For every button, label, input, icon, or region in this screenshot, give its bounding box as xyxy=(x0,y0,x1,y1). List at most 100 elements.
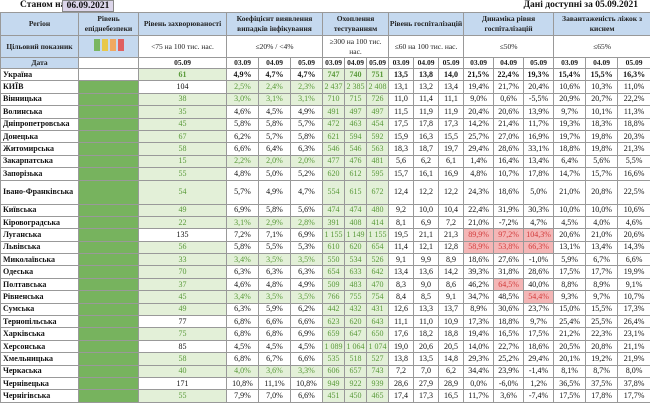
oxygen-beds-value: 18,3% xyxy=(585,117,619,131)
hosp-value: 11,9 xyxy=(413,105,440,119)
hosp-value: 7,2 xyxy=(438,215,465,230)
oxygen-beds-value: 16,3% xyxy=(617,67,650,82)
coef-value: 6,7% xyxy=(258,352,291,366)
hosp-dynamics-value: 5,0% xyxy=(523,179,555,205)
hosp-value: 18,8 xyxy=(438,327,465,341)
region-name: Донецька xyxy=(0,129,79,144)
oxygen-beds-value: 20,5% xyxy=(553,339,587,354)
coef-value: 2,8% xyxy=(289,215,324,230)
incidence-value: 22 xyxy=(138,215,227,230)
target-beds: ≤65% xyxy=(553,35,650,58)
table-row: Одеська 70 6,3% 6,3% 6,3% 654 633 642 13,4 13,6 14… xyxy=(0,265,650,279)
table-row: Сумська 49 6,3% 5,9% 6,2% 442 432 431 12,6 13,3 13… xyxy=(0,302,650,317)
testing-value: 1 149 xyxy=(344,228,368,242)
target-label: Цільовий показник xyxy=(0,35,79,58)
epidemic-level-indicator xyxy=(78,203,139,217)
traffic-light-swatch xyxy=(93,39,100,51)
incidence-value: 54 xyxy=(138,179,227,205)
hosp-value: 8,9 xyxy=(438,253,465,267)
hosp-dynamics-value: 48,5% xyxy=(493,290,525,304)
region-name: Дніпропетровська xyxy=(0,117,79,131)
epidemic-level-indicator xyxy=(78,327,139,341)
hosp-value: 28,9 xyxy=(438,376,465,391)
coef-value: 5,9% xyxy=(258,302,291,317)
epidemic-level-indicator xyxy=(78,265,139,279)
hosp-value: 9,1 xyxy=(388,253,415,267)
hosp-value: 8,4 xyxy=(388,290,415,304)
region-name: Житомирська xyxy=(0,142,79,156)
incidence-value: 38 xyxy=(138,92,227,107)
hosp-value: 13,8 xyxy=(388,352,415,366)
incidence-value: 45 xyxy=(138,117,227,131)
hosp-dynamics-value: 53,8% xyxy=(493,240,525,255)
date-d3: 05.09 xyxy=(523,57,555,69)
epidemic-level-indicator xyxy=(78,290,139,304)
oxygen-beds-value: 20,6% xyxy=(553,228,587,242)
target-incidence: <75 на 100 тис. нас. xyxy=(138,35,227,58)
hosp-value: 12,4 xyxy=(388,179,415,205)
coef-value: 3,5% xyxy=(258,253,291,267)
hosp-value: 13,1 xyxy=(388,80,415,94)
table-row: Волинська 35 4,6% 4,5% 4,9% 491 497 497 11,5 11,9… xyxy=(0,105,650,119)
testing-value: 554 xyxy=(322,179,346,205)
testing-value: 480 xyxy=(366,203,390,217)
hosp-dynamics-value: 23,7% xyxy=(523,302,555,317)
testing-value: 633 xyxy=(344,265,368,279)
region-name: Полтавська xyxy=(0,277,79,292)
hosp-value: 11,9 xyxy=(438,105,465,119)
date-d3: 05.09 xyxy=(617,57,650,69)
testing-value: 1 074 xyxy=(366,339,390,354)
hosp-value: 12,1 xyxy=(413,240,440,255)
oxygen-beds-value: 15,4% xyxy=(553,67,587,82)
date-d1: 03.09 xyxy=(553,57,587,69)
hosp-value: 28,6 xyxy=(388,376,415,391)
date-d1: 03.09 xyxy=(463,57,495,69)
oxygen-beds-value: 20,9% xyxy=(553,92,587,107)
hosp-dynamics-value: -1,0% xyxy=(523,253,555,267)
oxygen-beds-value: 10,6% xyxy=(617,203,650,217)
hosp-value: 21,1 xyxy=(413,228,440,242)
coef-value: 2,4% xyxy=(258,80,291,94)
testing-value: 620 xyxy=(322,167,346,181)
hosp-value: 7,2 xyxy=(388,364,415,379)
coef-value: 6,8% xyxy=(226,327,259,341)
testing-value: 474 xyxy=(344,203,368,217)
oxygen-beds-value: 17,3% xyxy=(617,302,650,317)
coef-value: 2,0% xyxy=(289,154,324,169)
hosp-value: 27,9 xyxy=(413,376,440,391)
hosp-value: 9,9 xyxy=(413,253,440,267)
table-row: Херсонська 85 4,5% 4,5% 4,5% 1 089 1 064 1 074 1… xyxy=(0,339,650,354)
target-hosp: ≤60 на 100 тис. нас. xyxy=(388,35,465,58)
region-name: Херсонська xyxy=(0,339,79,354)
region-name: Луганська xyxy=(0,228,79,242)
testing-value: 612 xyxy=(344,167,368,181)
region-name: Чернігівська xyxy=(0,389,79,403)
oxygen-beds-value: 14,7% xyxy=(553,167,587,181)
data-available-date: Дані доступні за 05.09.2021 xyxy=(523,0,639,10)
coef-value: 3,1% xyxy=(258,92,291,107)
coef-value: 6,6% xyxy=(289,389,324,403)
oxygen-beds-value: 21,3% xyxy=(617,142,650,156)
date-d3: 05.09 xyxy=(366,57,390,69)
testing-value: 595 xyxy=(366,167,390,181)
region-name: Черкаська xyxy=(0,364,79,379)
hosp-dynamics-value: 29,4% xyxy=(463,142,495,156)
hosp-value: 20,5 xyxy=(438,339,465,354)
coef-value: 10,8% xyxy=(289,376,324,391)
hosp-dynamics-value: 58,9% xyxy=(463,240,495,255)
date-d2: 04.09 xyxy=(585,57,619,69)
coef-value: 3,0% xyxy=(226,92,259,107)
testing-value: 610 xyxy=(322,240,346,255)
testing-value: 949 xyxy=(322,376,346,391)
hosp-value: 10,0 xyxy=(413,203,440,217)
oxygen-beds-value: 22,3% xyxy=(585,327,619,341)
table-row: Чернігівська 55 7,9% 7,0% 6,6% 451 450 465 17,4 1… xyxy=(0,389,650,403)
hosp-dynamics-value: 24,3% xyxy=(463,179,495,205)
table-row: Харківська 75 6,8% 6,8% 6,9% 659 647 650 17,6 18,… xyxy=(0,327,650,341)
testing-value: 755 xyxy=(344,290,368,304)
incidence-value: 85 xyxy=(138,339,227,354)
hosp-value: 17,6 xyxy=(388,327,415,341)
header-testing: Охоплення тестуванням xyxy=(322,12,390,36)
coef-value: 4,9% xyxy=(289,277,324,292)
testing-value: 442 xyxy=(322,302,346,317)
